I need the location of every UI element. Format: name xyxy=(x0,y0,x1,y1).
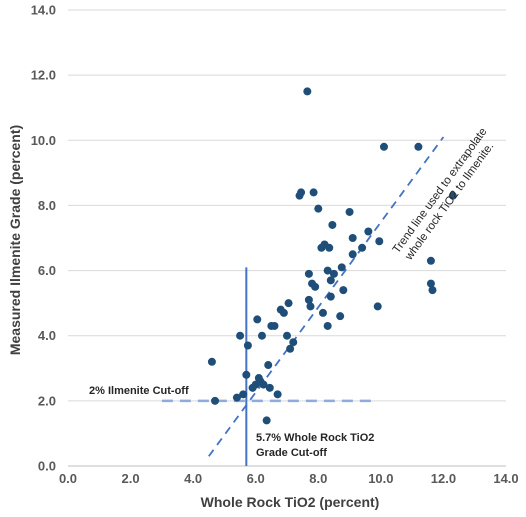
data-point xyxy=(257,331,266,340)
data-point xyxy=(426,256,435,265)
y-axis-title: Measured Ilmenite Grade (percent) xyxy=(7,125,23,355)
gridlines xyxy=(68,9,506,402)
trend-line-label-line2: whole rock TiO2 to Ilmenite. xyxy=(403,141,497,264)
reference-lines xyxy=(161,136,445,466)
x-tick-label: 8.0 xyxy=(309,471,327,486)
data-point xyxy=(323,321,332,330)
x-tick-label: 10.0 xyxy=(368,471,393,486)
data-point xyxy=(328,220,337,229)
data-point xyxy=(358,243,367,252)
annotations: 2% Ilmenite Cut-off 5.7% Whole Rock TiO2… xyxy=(89,126,497,459)
x-tick-label: 6.0 xyxy=(247,471,265,486)
x-tick-label: 14.0 xyxy=(493,471,518,486)
y-tick-label: 4.0 xyxy=(38,328,56,343)
y-tick-label: 2.0 xyxy=(38,393,56,408)
y-tick-label: 8.0 xyxy=(38,198,56,213)
data-point xyxy=(297,188,306,197)
data-point xyxy=(236,331,245,340)
y-tick-label: 10.0 xyxy=(31,133,56,148)
data-point xyxy=(426,279,435,288)
data-point xyxy=(243,341,252,350)
data-point xyxy=(283,331,291,340)
data-point xyxy=(428,286,437,295)
trend-line xyxy=(208,136,445,457)
data-point xyxy=(448,191,457,200)
data-point xyxy=(326,292,335,301)
data-point xyxy=(318,308,327,317)
x-tick-label: 4.0 xyxy=(184,471,202,486)
data-point xyxy=(232,393,241,402)
data-point xyxy=(259,380,268,389)
trend-line-label-line1: Trend line used to extrapolate xyxy=(391,126,490,256)
data-point xyxy=(345,207,354,216)
x-tick-label: 2.0 xyxy=(122,471,140,486)
data-point xyxy=(375,237,384,246)
y-tick-label: 6.0 xyxy=(38,263,56,278)
data-point xyxy=(373,302,382,311)
data-points xyxy=(207,87,457,425)
data-point xyxy=(270,321,279,330)
y-tick-label: 12.0 xyxy=(31,68,56,83)
data-point xyxy=(329,269,338,278)
data-point xyxy=(339,286,348,295)
x-tick-label: 12.0 xyxy=(431,471,456,486)
data-point xyxy=(323,266,332,275)
data-point xyxy=(309,188,318,197)
data-point xyxy=(306,302,315,311)
y-tick-labels: 0.0 2.0 4.0 6.0 8.0 10.0 12.0 14.0 xyxy=(31,3,56,474)
data-point xyxy=(303,87,312,96)
data-point xyxy=(348,250,357,259)
x-tick-labels: 0.0 2.0 4.0 6.0 8.0 10.0 12.0 14.0 xyxy=(59,471,519,486)
data-point xyxy=(304,295,313,304)
data-point xyxy=(264,361,273,370)
ilmenite-cutoff-label: 2% Ilmenite Cut-off xyxy=(89,385,189,397)
data-point xyxy=(326,276,335,285)
x-tick-label: 0.0 xyxy=(59,471,77,486)
data-point xyxy=(242,370,251,379)
data-point xyxy=(379,142,388,151)
data-point xyxy=(279,308,288,317)
data-point xyxy=(325,243,334,252)
y-tick-label: 0.0 xyxy=(38,459,56,474)
data-point xyxy=(311,282,320,291)
data-point xyxy=(289,338,298,347)
tio2-cutoff-label-line1: 5.7% Whole Rock TiO2 xyxy=(256,432,374,444)
data-point xyxy=(414,142,423,151)
data-point xyxy=(284,299,293,308)
data-point xyxy=(262,416,271,425)
data-point xyxy=(314,204,323,213)
data-point xyxy=(348,234,357,242)
data-point xyxy=(337,263,346,272)
data-point xyxy=(273,390,282,399)
data-point xyxy=(286,344,295,353)
data-point xyxy=(336,312,345,321)
data-point xyxy=(211,396,220,405)
data-point xyxy=(364,227,373,236)
data-point xyxy=(253,315,262,324)
x-axis-title: Whole Rock TiO2 (percent) xyxy=(201,494,380,510)
data-point xyxy=(304,269,313,278)
data-point xyxy=(265,383,274,392)
tio2-cutoff-label-line2: Grade Cut-off xyxy=(256,447,327,459)
data-point xyxy=(239,390,248,399)
data-point xyxy=(207,357,216,366)
y-tick-label: 14.0 xyxy=(31,3,56,18)
